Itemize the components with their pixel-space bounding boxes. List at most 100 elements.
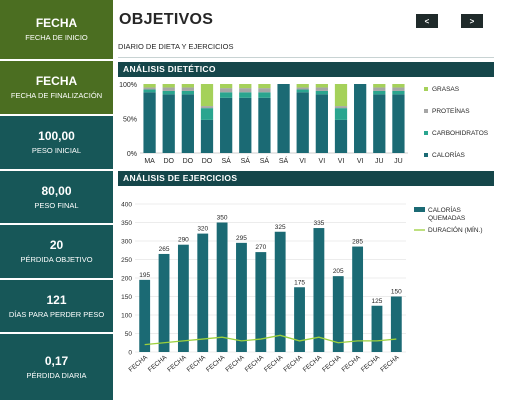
ex-data-label: 265 — [159, 246, 170, 253]
diet-category-label: SÁ — [260, 156, 270, 165]
diet-bar-segment — [373, 84, 386, 88]
daily-loss-value: 0,17 — [44, 353, 69, 368]
ex-category-label: FECHA — [321, 354, 343, 374]
ex-ytick-label: 400 — [121, 202, 132, 209]
diet-chart: 0% 50% 100% MA DO DO DO SÁ SÁ SÁ SÁ VI VI VI VI JU JU GRA… — [119, 82, 489, 165]
days-label: DÍAS PARA PERDER PESO — [8, 309, 105, 319]
ex-bar — [197, 233, 209, 352]
ex-category-label: FECHA — [263, 354, 285, 374]
diet-bar-segment — [315, 94, 328, 153]
diet-category-label: VI — [357, 158, 364, 165]
start-date-label: FECHA DE INICIO — [25, 33, 88, 42]
diet-ytick-label: 50% — [123, 117, 137, 124]
sidebar-divider — [0, 278, 113, 280]
end-date-block: FECHA FECHA DE FINALIZACIÓN — [0, 61, 113, 114]
diet-bar-segment — [258, 88, 271, 93]
start-date-block: FECHA FECHA DE INICIO — [0, 0, 113, 59]
diet-section-header: ANÁLISIS DIETÉTICO — [118, 62, 494, 77]
diet-category-label: VI — [338, 158, 345, 165]
diet-bar-segment — [373, 90, 386, 95]
diet-bar-segment — [258, 84, 271, 89]
ex-data-label: 335 — [313, 220, 324, 227]
divider — [118, 57, 494, 58]
ex-category-label: FECHA — [166, 354, 188, 374]
ex-bar — [371, 305, 383, 352]
target-loss-label: PÉRDIDA OBJETIVO — [20, 255, 93, 264]
ex-data-label: 150 — [391, 289, 402, 296]
diet-bar-segment — [181, 84, 194, 88]
end-weight-label: PESO FINAL — [34, 200, 79, 210]
ex-ytick-label: 200 — [121, 276, 132, 283]
ex-data-label: 295 — [236, 235, 247, 242]
ex-ytick-label: 250 — [121, 257, 132, 264]
diet-category-label: JU — [394, 158, 403, 165]
ex-ytick-label: 150 — [121, 294, 132, 301]
diet-category-label: SÁ — [221, 156, 231, 165]
ex-bar — [216, 222, 228, 352]
end-weight-block: 80,00 PESO FINAL — [0, 171, 113, 223]
diet-bar-segment — [162, 87, 175, 91]
ex-ytick-label: 300 — [121, 239, 132, 246]
diet-category-label: SÁ — [279, 156, 289, 165]
ex-category-label: FECHA — [244, 354, 266, 374]
ex-data-label: 205 — [333, 268, 344, 275]
diet-bar-segment — [354, 84, 367, 153]
ex-bar — [332, 276, 344, 352]
ex-bar — [390, 296, 402, 352]
ex-category-label: FECHA — [341, 354, 363, 374]
ex-legend-label-bars-cont: QUEMADAS — [428, 215, 466, 222]
diet-legend-swatch — [424, 153, 428, 157]
target-loss-value: 20 — [49, 238, 64, 252]
days-value: 121 — [46, 292, 67, 307]
diet-bar-segment — [239, 92, 252, 98]
diet-bar-segment — [392, 87, 405, 91]
ex-bar — [158, 253, 170, 352]
diet-bar-segment — [162, 90, 175, 95]
daily-loss-label: PÉRDIDA DIARIA — [26, 370, 87, 380]
sidebar-divider — [0, 223, 113, 225]
ex-legend-label-line: DURACIÓN (MÍN.) — [428, 225, 483, 234]
diet-bar-segment — [277, 84, 290, 153]
ex-duration-line — [144, 334, 397, 346]
diet-bar-segment — [143, 92, 156, 153]
start-weight-label: PESO INICIAL — [31, 146, 82, 155]
diet-bar-segment — [200, 119, 214, 153]
diet-bar-segment — [296, 89, 309, 93]
ex-bar — [255, 252, 267, 352]
diet-bar-segment — [162, 94, 175, 153]
ex-category-label: FECHA — [379, 354, 401, 374]
start-weight-block: 100,00 PESO INICIAL — [0, 116, 113, 169]
ex-data-label: 325 — [275, 224, 286, 231]
next-button[interactable]: > — [461, 14, 483, 28]
diet-bar-segment — [220, 92, 233, 98]
start-date-value: FECHA — [35, 16, 78, 30]
diet-legend-swatch — [424, 109, 428, 113]
diet-category-label: VI — [299, 158, 306, 165]
prev-button[interactable]: < — [416, 14, 438, 28]
diet-bar-segment — [143, 84, 156, 88]
diet-category-label: MA — [144, 158, 155, 165]
ex-data-label: 290 — [178, 237, 189, 244]
ex-data-label: 195 — [139, 272, 150, 279]
diet-bar-segment — [220, 88, 233, 93]
diet-bar-segment — [315, 90, 328, 95]
ex-category-label: FECHA — [360, 354, 382, 374]
diet-bar-segment — [258, 92, 271, 98]
sidebar-divider — [0, 332, 113, 334]
diet-legend-label: GRASAS — [432, 86, 460, 93]
ex-category-label: FECHA — [205, 354, 227, 374]
page-subtitle: DIARIO DE DIETA Y EJERCICIOS — [118, 42, 234, 51]
ex-ytick-label: 0 — [128, 350, 132, 357]
ex-category-label: FECHA — [128, 354, 150, 374]
target-loss-block: 20 PÉRDIDA OBJETIVO — [0, 225, 113, 278]
diet-legend-label: CALORÍAS — [432, 150, 466, 159]
ex-ytick-label: 50 — [125, 331, 133, 338]
ex-data-label: 125 — [372, 298, 383, 305]
diet-bar-segment — [373, 94, 386, 153]
diet-bar-segment — [258, 97, 271, 153]
ex-data-label: 175 — [294, 279, 305, 286]
days-block: 121 DÍAS PARA PERDER PESO — [0, 280, 113, 332]
ex-legend-swatch-bars — [414, 207, 425, 212]
daily-loss-block: 0,17 PÉRDIDA DIARIA — [0, 334, 113, 400]
diet-bar-segment — [239, 97, 252, 153]
